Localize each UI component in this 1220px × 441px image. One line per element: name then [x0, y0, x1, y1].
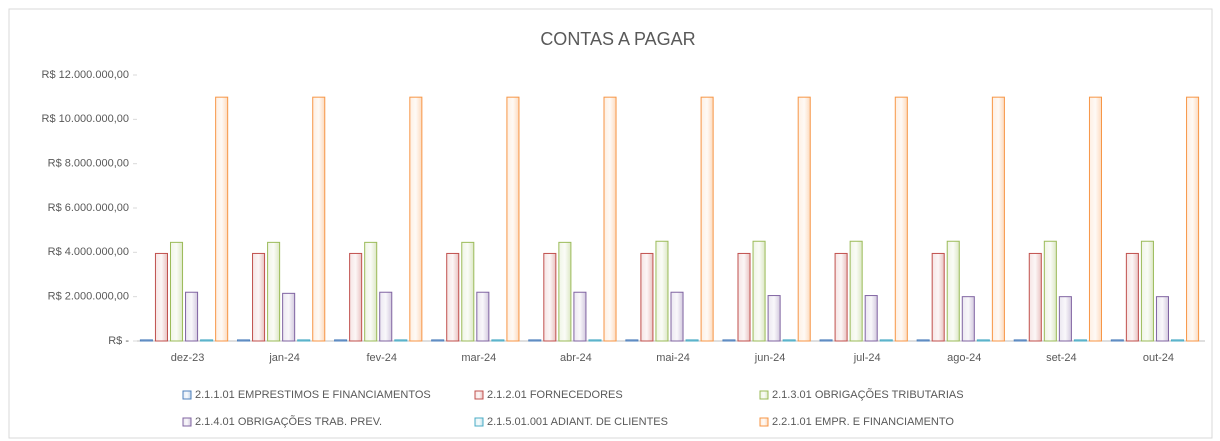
x-tick-label: out-24	[1143, 352, 1174, 364]
y-tick-label: R$ 4.000.000,00	[48, 246, 129, 258]
bar	[461, 241, 475, 342]
legend-label: 2.1.5.01.001 ADIANT. DE CLIENTES	[487, 416, 668, 428]
bar	[625, 339, 639, 342]
legend-label: 2.1.2.01 FORNECEDORES	[487, 389, 623, 401]
bar	[737, 252, 751, 342]
bar	[655, 240, 669, 342]
bar	[819, 339, 833, 342]
bar	[1186, 96, 1200, 342]
bar	[431, 339, 445, 342]
bar	[946, 240, 960, 342]
bar	[588, 339, 602, 342]
legend-label: 2.1.3.01 OBRIGAÇÕES TRIBUTARIAS	[772, 388, 964, 401]
legend-swatch	[182, 390, 192, 400]
bar	[349, 252, 363, 342]
bar	[640, 252, 654, 342]
x-tick-label: ago-24	[947, 352, 981, 364]
bar	[849, 240, 863, 342]
y-tick-label: R$ 2.000.000,00	[48, 291, 129, 303]
bar	[1088, 96, 1103, 342]
bar	[506, 96, 520, 342]
bar	[528, 339, 542, 342]
legend-label: 2.1.4.01 OBRIGAÇÕES TRAB. PREV.	[195, 415, 382, 428]
bar	[916, 339, 930, 342]
x-tick-label: abr-24	[560, 352, 592, 364]
bar	[476, 291, 490, 342]
legend-label: 2.2.1.01 EMPR. E FINANCIAMENTO	[772, 416, 954, 428]
bar	[409, 96, 423, 342]
bar	[752, 240, 766, 342]
bar	[700, 96, 714, 342]
y-tick-label: R$ 10.000.000,00	[42, 113, 129, 125]
bar	[834, 252, 848, 342]
bar	[1140, 240, 1154, 342]
legend-swatch	[759, 390, 769, 400]
bar	[767, 295, 781, 342]
x-tick-label: dez-23	[171, 352, 205, 364]
bar	[685, 339, 699, 342]
bar	[1028, 252, 1042, 342]
bar	[1073, 339, 1087, 342]
x-tick-label: set-24	[1046, 352, 1077, 364]
bar	[394, 339, 408, 342]
bar	[379, 291, 393, 342]
bar	[1171, 339, 1185, 342]
bar	[797, 96, 811, 342]
bar	[446, 252, 460, 342]
bar	[491, 339, 505, 342]
bar	[991, 96, 1005, 342]
bar	[215, 96, 229, 342]
legend-label: 2.1.1.01 EMPRESTIMOS E FINANCIAMENTOS	[195, 389, 431, 401]
x-tick-label: jul-24	[853, 352, 881, 364]
bar	[603, 96, 617, 342]
y-tick-label: R$ 6.000.000,00	[48, 202, 129, 214]
bar	[252, 252, 266, 342]
bar	[722, 339, 736, 342]
bar	[879, 339, 893, 342]
bar	[1043, 240, 1057, 342]
bar	[364, 241, 378, 342]
x-tick-label: mar-24	[461, 352, 496, 364]
bar	[236, 339, 251, 342]
bar	[312, 96, 326, 342]
bar	[169, 241, 184, 342]
bar	[543, 252, 557, 342]
x-tick-label: mai-24	[656, 352, 690, 364]
legend-swatch	[182, 417, 192, 427]
bar	[961, 296, 975, 342]
x-tick-label: fev-24	[366, 352, 397, 364]
bar	[573, 291, 587, 342]
bar	[894, 96, 908, 342]
chart-title: CONTAS A PAGAR	[540, 29, 695, 49]
bar	[931, 252, 945, 342]
bar	[864, 295, 878, 342]
x-tick-label: jun-24	[754, 352, 786, 364]
bar	[670, 291, 684, 342]
bar	[782, 339, 796, 342]
bar	[282, 292, 296, 342]
bar	[1155, 296, 1169, 342]
bar	[558, 241, 572, 342]
legend-swatch	[759, 417, 769, 427]
legend-swatch	[474, 390, 484, 400]
bar	[1013, 339, 1027, 342]
bar	[1058, 296, 1072, 342]
bar	[976, 339, 990, 342]
bar	[139, 339, 153, 342]
bar	[267, 241, 281, 342]
bar	[185, 291, 199, 342]
y-tick-label: R$ 8.000.000,00	[48, 158, 129, 170]
legend-swatch	[474, 417, 484, 427]
bar	[154, 252, 168, 342]
bar	[1125, 252, 1139, 342]
y-tick-label: R$ -	[108, 335, 129, 347]
bar	[200, 339, 214, 342]
y-tick-label: R$ 12.000.000,00	[42, 69, 129, 81]
bar	[1110, 339, 1124, 342]
bar	[334, 339, 348, 342]
x-tick-label: jan-24	[268, 352, 300, 364]
bar	[297, 339, 311, 342]
